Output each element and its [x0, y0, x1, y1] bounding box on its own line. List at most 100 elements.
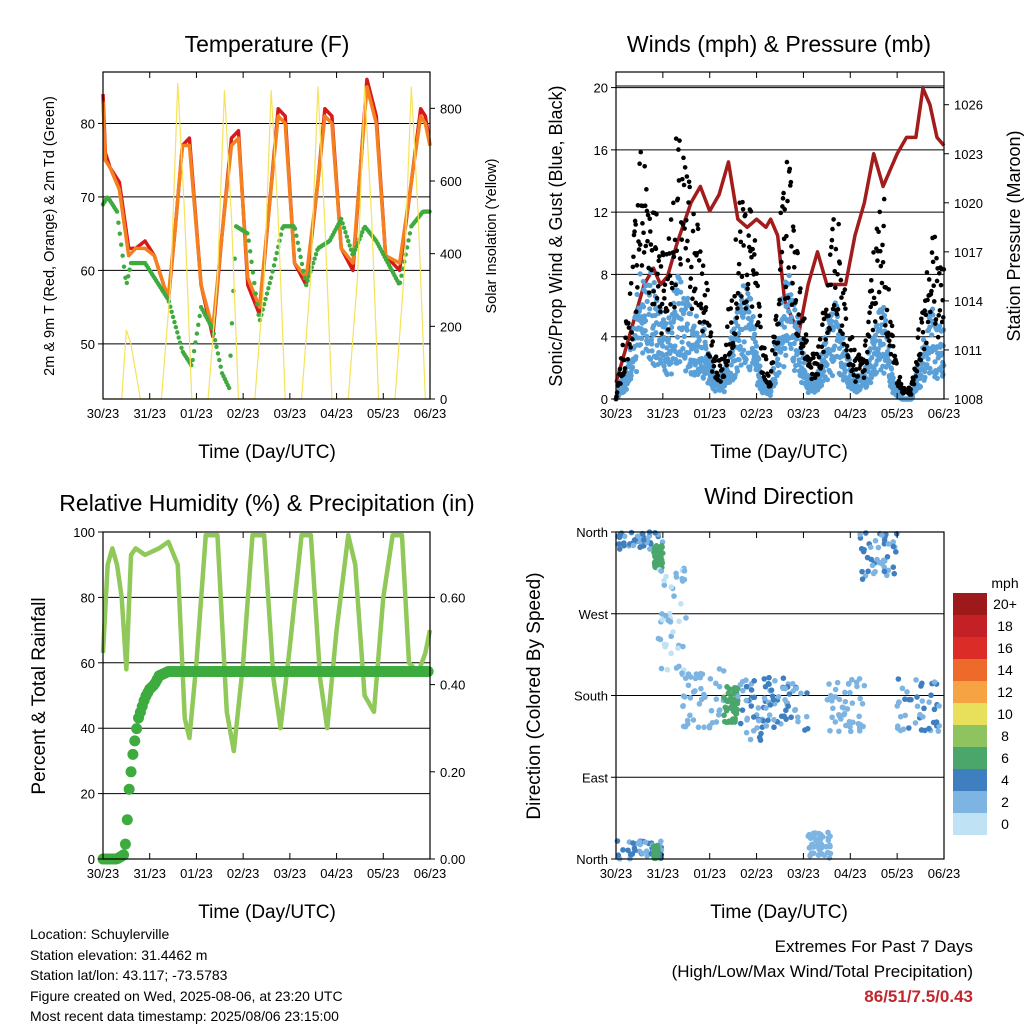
direction-point	[861, 682, 868, 689]
gust-point	[850, 367, 856, 373]
wind-point	[752, 331, 758, 337]
gust-point	[939, 319, 945, 325]
gust-point	[709, 369, 715, 374]
direction-point	[684, 717, 691, 724]
wind-point	[734, 309, 740, 315]
gust-point	[866, 334, 872, 339]
legend-label: 12	[997, 684, 1013, 700]
direction-point	[818, 845, 824, 852]
wind-point	[824, 377, 831, 383]
wind-point	[778, 349, 784, 355]
direction-point	[713, 680, 719, 687]
x-tick-label: 03/23	[787, 406, 820, 421]
gust-point	[665, 276, 671, 282]
gust-point	[784, 159, 790, 165]
gust-point	[777, 267, 783, 272]
direction-point	[936, 703, 942, 709]
gust-point	[658, 309, 663, 314]
gust-point	[921, 346, 927, 352]
direction-point	[902, 696, 908, 702]
y-tick-label: 8	[601, 267, 608, 282]
gust-point	[746, 233, 751, 238]
y-right-tick-label: 800	[440, 101, 462, 116]
dewpoint-point	[263, 296, 268, 302]
gust-point	[643, 243, 649, 249]
direction-point	[860, 548, 867, 555]
wind-point	[940, 372, 946, 378]
dewpoint-point	[172, 319, 177, 325]
gust-point	[717, 363, 723, 368]
wind-point	[752, 339, 759, 345]
gust-point	[827, 327, 832, 332]
gust-point	[669, 285, 675, 291]
y-right-tick-label: 1017	[954, 245, 983, 260]
direction-point	[825, 834, 832, 841]
direction-point	[815, 852, 822, 859]
wind-point	[927, 365, 933, 372]
gust-point	[700, 263, 706, 269]
series-rh	[100, 533, 433, 754]
direction-point	[681, 568, 688, 574]
gust-point	[884, 307, 890, 313]
direction-point	[766, 681, 772, 687]
direction-point	[652, 529, 658, 536]
dewpoint-point	[116, 220, 121, 225]
gust-point	[632, 218, 638, 224]
direction-point	[750, 727, 757, 734]
wind-point	[787, 319, 794, 325]
gust-point	[649, 248, 655, 253]
wind-point	[743, 325, 749, 331]
gust-point	[768, 382, 773, 387]
direction-point	[908, 696, 914, 703]
direction-point	[836, 728, 842, 735]
direction-point	[912, 720, 919, 726]
direction-point	[905, 725, 912, 731]
series-temp_2m	[101, 77, 432, 339]
dewpoint-point	[399, 273, 404, 278]
gust-point	[919, 316, 924, 322]
gust-point	[740, 206, 746, 212]
gust-point	[623, 335, 628, 341]
gust-point	[725, 324, 730, 330]
dewpoint-point	[117, 231, 123, 236]
gust-point	[850, 363, 856, 368]
direction-point	[827, 692, 834, 699]
wind-point	[633, 354, 639, 360]
wind-point	[787, 341, 793, 347]
extremes-subtitle: (High/Low/Max Wind/Total Precipitation)	[671, 962, 973, 981]
direction-point	[847, 689, 853, 696]
wind-point	[644, 333, 650, 340]
gust-point	[721, 374, 727, 379]
wind-point	[747, 364, 753, 370]
gust-point	[621, 357, 627, 363]
gust-point	[819, 344, 825, 350]
wind-point	[756, 356, 762, 362]
gust-point	[749, 304, 755, 309]
direction-point	[859, 576, 866, 582]
direction-point	[761, 695, 768, 701]
wind-point	[669, 330, 675, 336]
y-tick-label: 12	[594, 205, 608, 220]
gust-point	[698, 301, 704, 307]
dewpoint-point	[228, 353, 233, 358]
wind-point	[663, 320, 669, 327]
direction-point	[630, 840, 636, 846]
direction-point	[806, 845, 813, 851]
gust-point	[780, 196, 786, 201]
gust-point	[731, 343, 736, 349]
gust-point	[633, 309, 639, 315]
wind-point	[741, 347, 747, 353]
gust-point	[732, 331, 738, 337]
direction-point	[827, 850, 834, 857]
direction-point	[755, 705, 762, 711]
gust-point	[729, 298, 735, 303]
y-right-tick-label: 1008	[954, 392, 983, 407]
gust-point	[849, 335, 855, 340]
direction-point	[670, 629, 676, 635]
direction-point	[931, 706, 938, 713]
gust-point	[672, 304, 677, 310]
legend-label: 10	[997, 706, 1013, 722]
gust-point	[699, 305, 704, 311]
gust-point	[797, 289, 803, 295]
wind-point	[749, 345, 755, 352]
